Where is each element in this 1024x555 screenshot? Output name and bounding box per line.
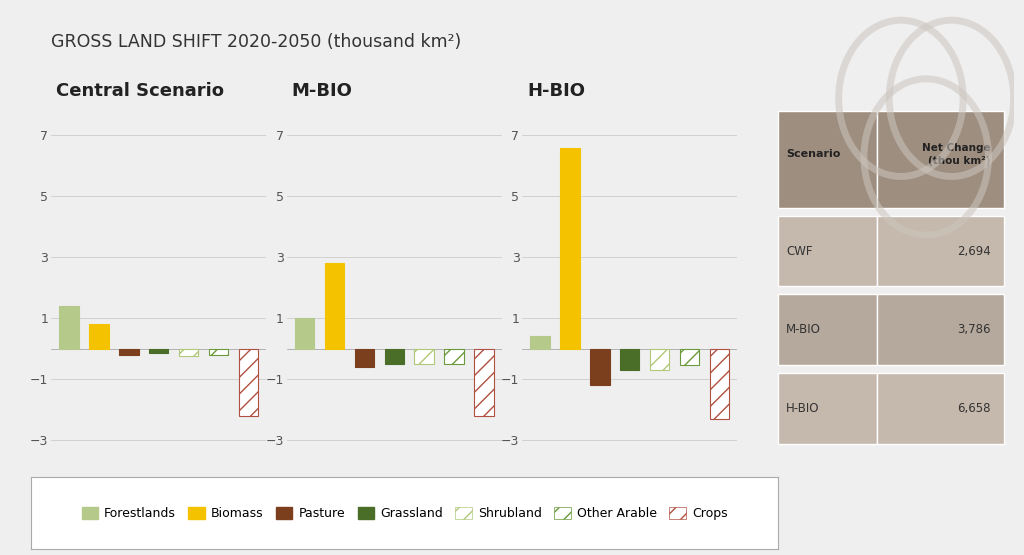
Bar (778, 295, 878, 365)
Bar (878, 111, 1004, 208)
Text: 6,658: 6,658 (957, 402, 991, 415)
Bar (295, 318, 314, 349)
Bar (59, 306, 79, 349)
Bar (325, 263, 344, 349)
Bar (710, 349, 729, 418)
Bar (778, 111, 878, 208)
Bar (878, 295, 1004, 365)
Bar (89, 324, 109, 349)
Text: 2,694: 2,694 (957, 245, 991, 258)
Text: GROSS LAND SHIFT 2020-2050 (thousand km²): GROSS LAND SHIFT 2020-2050 (thousand km²… (51, 33, 462, 51)
Text: Central Scenario: Central Scenario (56, 82, 224, 100)
Text: CWF: CWF (786, 245, 813, 258)
Bar (778, 216, 878, 286)
Bar (530, 336, 550, 349)
Bar (354, 349, 374, 367)
Text: M-BIO: M-BIO (786, 324, 821, 336)
Text: M-BIO: M-BIO (292, 82, 352, 100)
Legend: Forestlands, Biomass, Pasture, Grassland, Shrubland, Other Arable, Crops: Forestlands, Biomass, Pasture, Grassland… (77, 502, 732, 525)
Bar (119, 349, 138, 355)
Bar (415, 349, 434, 364)
Bar (385, 349, 403, 364)
Bar (621, 349, 639, 370)
Text: 3,786: 3,786 (957, 324, 991, 336)
Bar (680, 349, 699, 365)
Bar (878, 374, 1004, 444)
Bar (239, 349, 258, 416)
Bar (778, 374, 878, 444)
Text: H-BIO: H-BIO (527, 82, 586, 100)
Bar (474, 349, 494, 416)
Text: Net Change
(thou km²): Net Change (thou km²) (923, 143, 991, 165)
Bar (878, 216, 1004, 286)
Text: H-BIO: H-BIO (786, 402, 819, 415)
Bar (444, 349, 464, 364)
Bar (590, 349, 609, 385)
Bar (150, 349, 168, 353)
Bar (650, 349, 670, 370)
Text: Scenario: Scenario (786, 149, 841, 159)
Bar (179, 349, 199, 356)
Bar (209, 349, 228, 355)
Bar (560, 148, 580, 349)
